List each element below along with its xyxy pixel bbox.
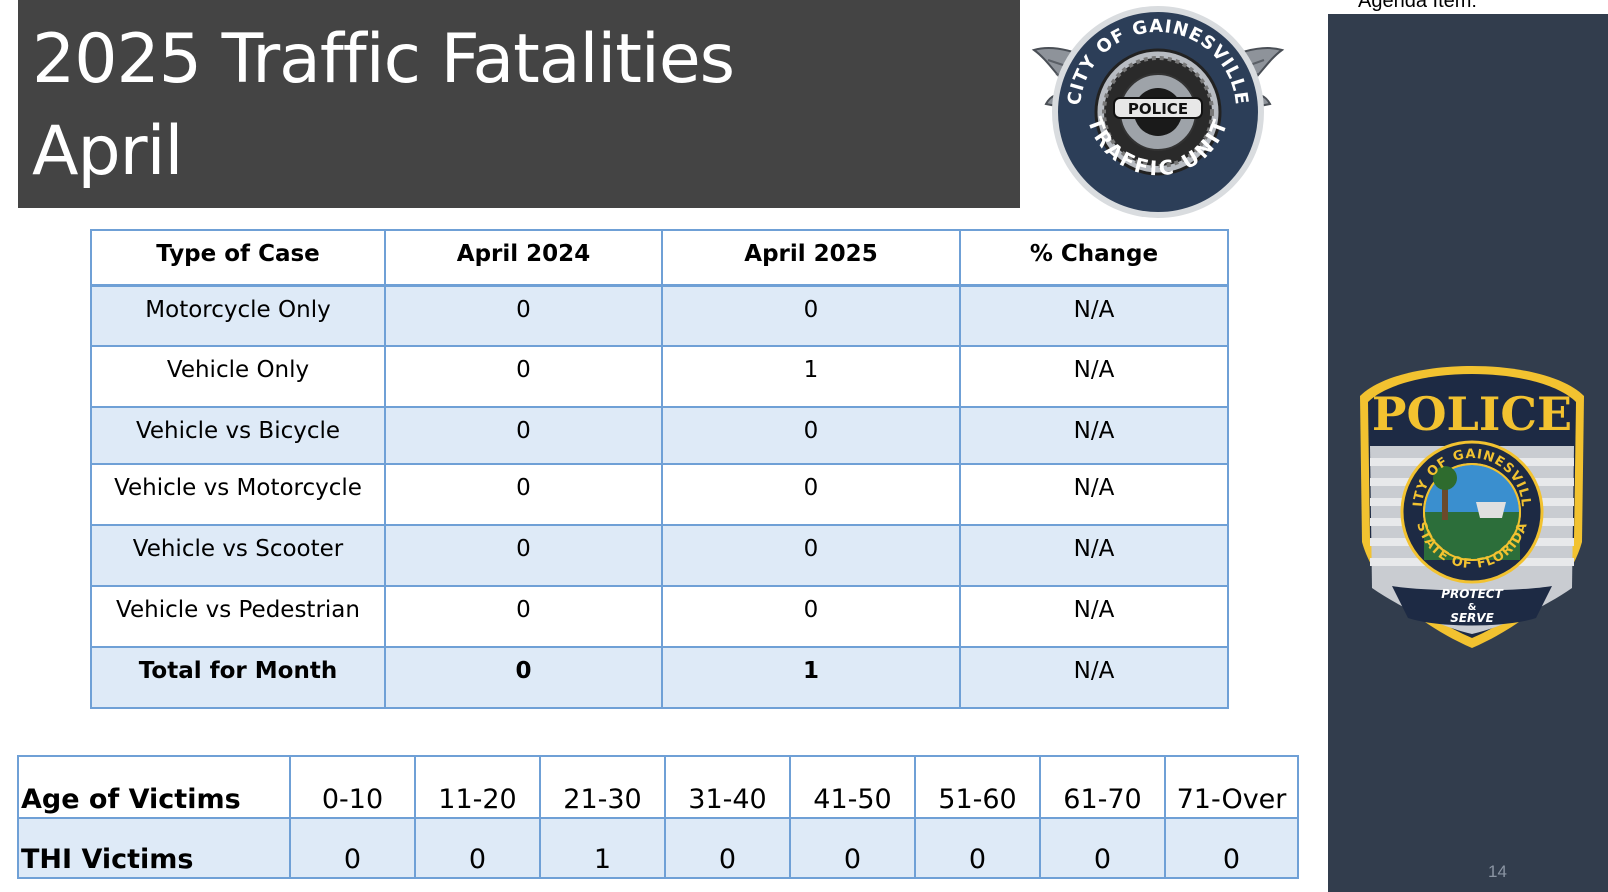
victim-count: 1 (539, 817, 666, 879)
logo-center-text: POLICE (1128, 100, 1188, 118)
table-row: Vehicle vs Scooter 0 0 N/A (90, 524, 1229, 587)
victim-count: 0 (1039, 817, 1166, 879)
page-number: 14 (1488, 862, 1507, 881)
victim-count: 0 (414, 817, 541, 879)
thi-victims-row: THI Victims 0 0 1 0 0 0 0 0 (17, 817, 1299, 879)
count-2024: 0 (384, 345, 663, 408)
count-2024: 0 (384, 524, 663, 587)
count-2024: 0 (384, 284, 663, 347)
age-group: 0-10 (289, 755, 416, 819)
header-type-of-case: Type of Case (90, 229, 386, 286)
age-of-victims-label: Age of Victims (17, 755, 291, 819)
table-row-total: Total for Month 0 1 N/A (90, 646, 1229, 709)
title-line-1: 2025 Traffic Fatalities (32, 20, 735, 99)
victim-count: 0 (664, 817, 791, 879)
age-group: 61-70 (1039, 755, 1166, 819)
percent-change: N/A (959, 585, 1229, 648)
age-group: 31-40 (664, 755, 791, 819)
count-2024: 0 (384, 463, 663, 526)
victim-count: 0 (789, 817, 916, 879)
title-line-2: April (32, 112, 183, 191)
table-row: Vehicle vs Motorcycle 0 0 N/A (90, 463, 1229, 526)
percent-change: N/A (959, 646, 1229, 709)
table-row: Vehicle vs Pedestrian 0 0 N/A (90, 585, 1229, 648)
badge-top-text: POLICE (1372, 387, 1572, 441)
count-2025: 0 (661, 585, 961, 648)
badge-motto-1: PROTECT (1441, 587, 1503, 601)
case-type: Motorcycle Only (90, 284, 386, 347)
badge-motto-2: & (1468, 602, 1477, 613)
case-type: Vehicle vs Pedestrian (90, 585, 386, 648)
count-2025: 1 (661, 646, 961, 709)
case-type: Vehicle vs Bicycle (90, 406, 386, 465)
header-percent-change: % Change (959, 229, 1229, 286)
slide-title: 2025 Traffic Fatalities April (18, 0, 1020, 208)
thi-victims-label: THI Victims (17, 817, 291, 879)
percent-change: N/A (959, 406, 1229, 465)
count-2025: 0 (661, 284, 961, 347)
badge-motto-3: SERVE (1450, 611, 1494, 625)
age-group: 11-20 (414, 755, 541, 819)
count-2025: 1 (661, 345, 961, 408)
case-type: Vehicle vs Scooter (90, 524, 386, 587)
age-table: Age of Victims 0-10 11-20 21-30 31-40 41… (17, 755, 1299, 879)
percent-change: N/A (959, 524, 1229, 587)
case-type: Vehicle Only (90, 345, 386, 408)
header-april-2024: April 2024 (384, 229, 663, 286)
age-header-row: Age of Victims 0-10 11-20 21-30 31-40 41… (17, 755, 1299, 819)
case-type: Total for Month (90, 646, 386, 709)
victim-count: 0 (914, 817, 1041, 879)
table-row: Vehicle Only 0 1 N/A (90, 345, 1229, 408)
count-2024: 0 (384, 406, 663, 465)
count-2025: 0 (661, 524, 961, 587)
count-2025: 0 (661, 406, 961, 465)
age-group: 21-30 (539, 755, 666, 819)
case-table: Type of Case April 2024 April 2025 % Cha… (90, 229, 1229, 709)
percent-change: N/A (959, 463, 1229, 526)
case-type: Vehicle vs Motorcycle (90, 463, 386, 526)
age-group: 51-60 (914, 755, 1041, 819)
table-row: Vehicle vs Bicycle 0 0 N/A (90, 406, 1229, 465)
age-group: 41-50 (789, 755, 916, 819)
count-2024: 0 (384, 585, 663, 648)
case-table-header-row: Type of Case April 2024 April 2025 % Cha… (90, 229, 1229, 286)
traffic-unit-logo: POLICE CITY OF GAINESVILLE TRAFFIC UNIT (1031, 6, 1285, 218)
police-badge-logo: POLICE CITY OF GAINESVILLE STATE OF FLOR… (1356, 362, 1584, 648)
header-april-2025: April 2025 (661, 229, 961, 286)
percent-change: N/A (959, 284, 1229, 347)
table-row: Motorcycle Only 0 0 N/A (90, 284, 1229, 347)
victim-count: 0 (289, 817, 416, 879)
victim-count: 0 (1164, 817, 1299, 879)
age-group: 71-Over (1164, 755, 1299, 819)
count-2024: 0 (384, 646, 663, 709)
percent-change: N/A (959, 345, 1229, 408)
count-2025: 0 (661, 463, 961, 526)
agenda-note: Agenda Item: (1358, 0, 1477, 12)
